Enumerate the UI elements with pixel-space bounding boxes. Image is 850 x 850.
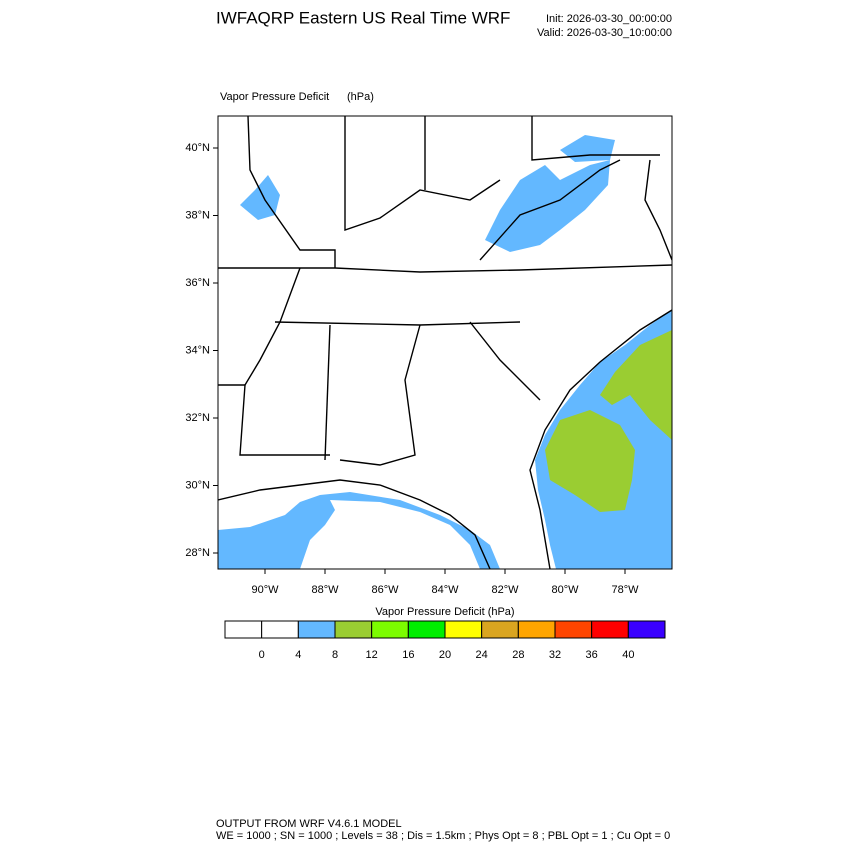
state-line bbox=[244, 267, 301, 386]
shading-patch bbox=[485, 160, 610, 252]
colorbar-label: 20 bbox=[439, 649, 451, 661]
state-line bbox=[218, 264, 672, 273]
coastline bbox=[644, 159, 672, 261]
lon-label: 78°W bbox=[611, 584, 639, 596]
colorbar-label: 0 bbox=[259, 649, 265, 661]
footer-line: OUTPUT FROM WRF V4.6.1 MODEL bbox=[216, 818, 402, 830]
colorbar-label: 4 bbox=[295, 649, 301, 661]
colorbar-swatch bbox=[517, 620, 556, 639]
colorbar-swatch bbox=[224, 620, 263, 639]
state-line bbox=[247, 116, 336, 268]
colorbar-label: 24 bbox=[476, 649, 488, 661]
lat-label: 32°N bbox=[185, 412, 210, 424]
field-units: (hPa) bbox=[347, 91, 374, 103]
lat-label: 38°N bbox=[185, 209, 210, 221]
green-area bbox=[545, 410, 635, 512]
colorbar-swatch bbox=[444, 620, 483, 639]
colorbar-label: 32 bbox=[549, 649, 561, 661]
gulf-missing bbox=[300, 500, 480, 569]
lat-label: 34°N bbox=[185, 344, 210, 356]
valid-time: Valid: 2026-03-30_10:00:00 bbox=[537, 27, 672, 39]
colorbar-label: 8 bbox=[332, 649, 338, 661]
lon-label: 82°W bbox=[491, 584, 519, 596]
colorbar-title: Vapor Pressure Deficit (hPa) bbox=[375, 606, 514, 618]
colorbar-label: 16 bbox=[402, 649, 414, 661]
lon-label: 90°W bbox=[251, 584, 279, 596]
colorbar-label: 36 bbox=[586, 649, 598, 661]
state-line bbox=[324, 324, 331, 461]
colorbar-label: 12 bbox=[366, 649, 378, 661]
shading-patch bbox=[240, 175, 280, 220]
state-line bbox=[531, 116, 660, 161]
colorbar-swatch bbox=[591, 620, 629, 639]
state-line bbox=[469, 321, 541, 401]
colorbar-label: 28 bbox=[512, 649, 524, 661]
init-time: Init: 2026-03-30_00:00:00 bbox=[546, 13, 672, 25]
lon-label: 88°W bbox=[311, 584, 339, 596]
lat-label: 40°N bbox=[185, 142, 210, 154]
state-line bbox=[344, 116, 501, 231]
coastline bbox=[529, 309, 672, 569]
footer-line: WE = 1000 ; SN = 1000 ; Levels = 38 ; Di… bbox=[216, 830, 670, 842]
lat-label: 28°N bbox=[185, 547, 210, 559]
state-line bbox=[218, 384, 330, 456]
green-area bbox=[600, 330, 672, 440]
title: IWFAQRP Eastern US Real Time WRF bbox=[216, 8, 510, 27]
colorbar-swatch bbox=[334, 620, 373, 639]
map bbox=[217, 115, 673, 570]
colorbar-label: 40 bbox=[622, 649, 634, 661]
lat-label: 30°N bbox=[185, 479, 210, 491]
colorbar-swatch bbox=[554, 620, 593, 639]
coastline bbox=[218, 479, 491, 569]
colorbar-swatch bbox=[371, 620, 409, 639]
colorbar-swatch bbox=[481, 620, 519, 639]
lon-label: 84°W bbox=[431, 584, 459, 596]
lon-label: 86°W bbox=[371, 584, 399, 596]
colorbar-swatch bbox=[407, 620, 446, 639]
state-line bbox=[339, 324, 421, 466]
state-line bbox=[479, 159, 621, 261]
lat-label: 36°N bbox=[185, 277, 210, 289]
colorbar-swatch bbox=[261, 620, 299, 639]
colorbar-swatch bbox=[297, 620, 336, 639]
lon-label: 80°W bbox=[551, 584, 579, 596]
colorbar-swatch bbox=[627, 620, 666, 639]
field-name: Vapor Pressure Deficit bbox=[220, 91, 329, 103]
